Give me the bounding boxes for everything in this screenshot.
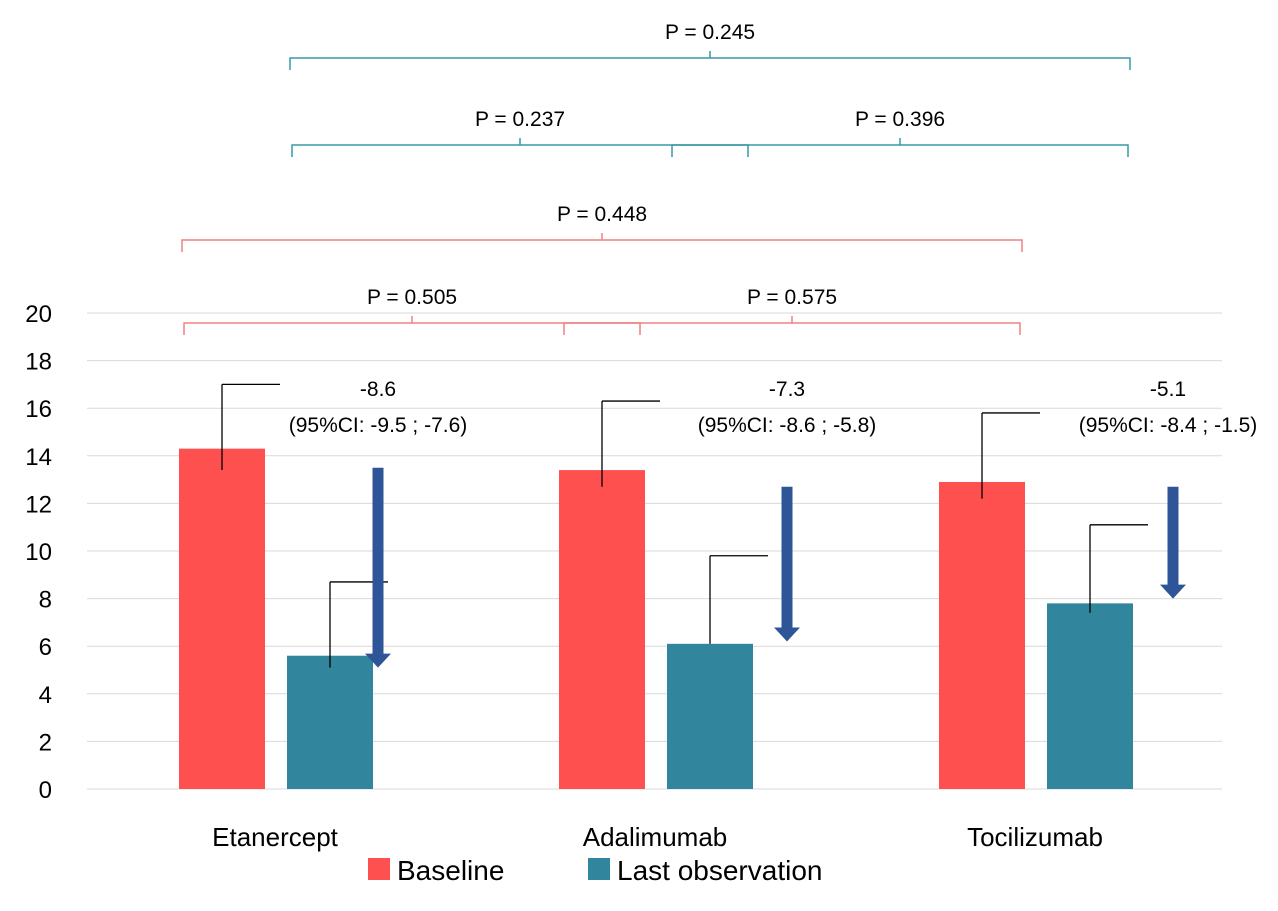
x-category-label: Tocilizumab	[967, 822, 1103, 852]
change-arrow	[365, 467, 391, 668]
change-value-label: -5.1	[1150, 378, 1186, 401]
legend-swatch-baseline	[368, 858, 390, 880]
change-ci-label: (95%CI: -8.4 ; -1.5)	[1079, 414, 1258, 437]
x-category-label: Adalimumab	[583, 822, 728, 852]
y-tick-label: 8	[39, 587, 52, 614]
p-value-label: P = 0.245	[665, 21, 755, 44]
y-tick-label: 0	[39, 777, 52, 804]
y-tick-label: 14	[25, 444, 52, 471]
y-tick-label: 18	[25, 349, 52, 376]
comparison-bracket	[183, 316, 641, 335]
y-tick-label: 4	[39, 682, 52, 709]
change-labels: -8.6 (95%CI: -9.5 ; -7.6) -7.3 (95%CI: -8.6…	[289, 378, 1258, 437]
bar-baseline	[559, 470, 645, 789]
change-ci-label: (95%CI: -9.5 ; -7.6)	[289, 414, 468, 437]
p-value-label: P = 0.448	[557, 203, 647, 226]
comparison-bracket	[563, 316, 1021, 335]
y-tick-label: 10	[25, 539, 52, 566]
y-tick-label: 2	[39, 729, 52, 756]
bar-last-observation	[287, 655, 373, 789]
legend-label-baseline: Baseline	[397, 855, 504, 886]
change-value-label: -8.6	[360, 378, 396, 401]
change-value-label: -7.3	[769, 378, 805, 401]
p-value-label: P = 0.575	[747, 286, 837, 309]
change-ci-label: (95%CI: -8.6 ; -5.8)	[698, 414, 877, 437]
x-axis-categories: Etanercept Adalimumab Tocilizumab	[212, 822, 1103, 852]
comparison-bracket	[291, 138, 749, 157]
comparison-bracket	[671, 138, 1129, 157]
p-value-brackets: P = 0.505 P = 0.575 P = 0.448 P = 0.237 P = …	[181, 21, 1131, 335]
legend: Baseline Last observation	[368, 855, 822, 886]
grid-layer	[87, 312, 1222, 790]
y-axis-ticks: 0 2 4 6 8 10 12 14 16 18 20	[25, 301, 52, 804]
x-category-label: Etanercept	[212, 822, 339, 852]
comparison-bracket	[289, 51, 1131, 70]
y-tick-label: 12	[25, 491, 52, 518]
change-arrow	[774, 486, 800, 642]
y-tick-label: 16	[25, 396, 52, 423]
legend-swatch-last-observation	[588, 858, 610, 880]
p-value-label: P = 0.237	[475, 108, 565, 131]
p-value-label: P = 0.396	[855, 108, 945, 131]
p-value-label: P = 0.505	[367, 286, 457, 309]
bar-last-observation	[667, 643, 753, 789]
bars	[179, 383, 1148, 789]
bar-baseline	[939, 481, 1025, 789]
change-arrow	[1160, 486, 1186, 599]
y-tick-label: 6	[39, 634, 52, 661]
comparison-bracket	[181, 233, 1023, 252]
bar-baseline	[179, 448, 265, 789]
change-arrows	[365, 467, 1186, 668]
legend-label-last-observation: Last observation	[617, 855, 822, 886]
bar-last-observation	[1047, 603, 1133, 789]
y-tick-label: 20	[25, 301, 52, 328]
